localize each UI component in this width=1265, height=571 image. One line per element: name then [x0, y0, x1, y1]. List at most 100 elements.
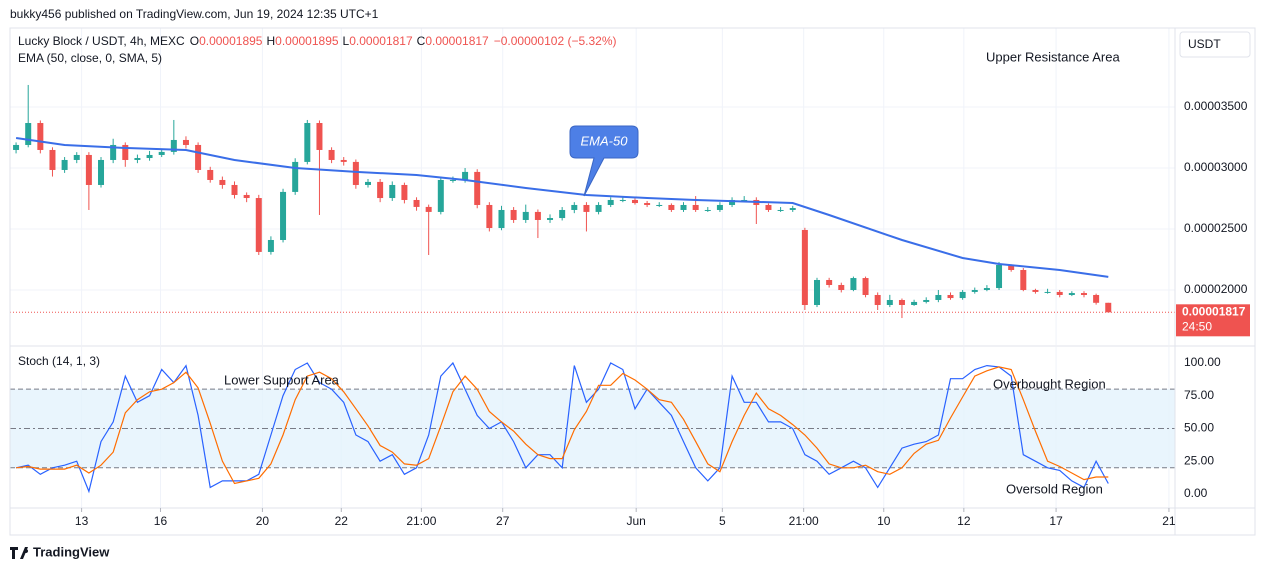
candle-body — [182, 139, 189, 145]
candle-body — [425, 206, 432, 212]
candle-body — [243, 194, 250, 199]
candle-body — [328, 149, 335, 160]
candle-body — [619, 199, 626, 201]
candle-body — [219, 179, 226, 185]
candle-body — [1056, 291, 1063, 295]
candle-body — [1105, 302, 1112, 313]
candle-body — [996, 264, 1003, 289]
candle-body — [583, 204, 590, 212]
candle-body — [935, 294, 942, 300]
candle-body — [741, 199, 748, 201]
x-tick-label: 21:00 — [789, 514, 819, 528]
candle-body — [158, 151, 165, 155]
annotation: EMA-50 — [581, 133, 629, 148]
ohlc-label: H — [266, 34, 275, 48]
candle-body — [377, 181, 384, 199]
candle-body — [522, 211, 529, 220]
x-tick-label: 17 — [1049, 514, 1063, 528]
y-tick-label: 25.00 — [1184, 453, 1214, 467]
candle-body — [170, 139, 177, 152]
candle-body — [729, 199, 736, 205]
candle-body — [340, 159, 347, 162]
ohlc-value: 0.00001895 — [199, 34, 263, 48]
x-tick-label: 13 — [75, 514, 89, 528]
candle-body — [911, 301, 918, 305]
annotation: Upper Resistance Area — [986, 49, 1120, 64]
candle-body — [886, 299, 893, 305]
candle-body — [1080, 293, 1087, 295]
candle-body — [316, 123, 323, 150]
candle-body — [789, 208, 796, 210]
candle-body — [37, 123, 44, 150]
stoch-line — [16, 366, 1109, 485]
candle-body — [826, 279, 833, 285]
ohlc-label: C — [417, 34, 426, 48]
candle-body — [462, 171, 469, 180]
x-tick-label: 20 — [256, 514, 270, 528]
candle-body — [280, 191, 287, 240]
y-tick-label: 0.00002000 — [1184, 282, 1248, 296]
candle-body — [656, 204, 663, 206]
candle-body — [1008, 264, 1015, 270]
ohlc-label: O — [190, 34, 199, 48]
x-tick-label: 21:00 — [406, 514, 436, 528]
candle-body — [1032, 289, 1039, 292]
candle-body — [716, 204, 723, 210]
ohlc-value: 0.00001895 — [275, 34, 339, 48]
candle-body — [1093, 294, 1100, 303]
y-tick-label: 75.00 — [1184, 388, 1214, 402]
candle-body — [110, 144, 117, 160]
frame — [9, 27, 1256, 536]
candle-body — [534, 211, 541, 220]
candle-body — [401, 184, 408, 200]
stoch-band — [10, 388, 1175, 469]
candle-body — [862, 278, 869, 295]
candle-body — [571, 204, 578, 210]
axes: 13 16 20 22 21:00 27 Jun 5 21:00 10 12 17 21 0.000020… — [75, 99, 1250, 528]
candle-body — [85, 154, 92, 185]
legend-ohlc: Lucky Block / USDT, 4h, MEXC O0.00001895 H… — [18, 34, 616, 48]
x-tick-label: 10 — [877, 514, 891, 528]
candle-body — [971, 289, 978, 292]
ema-callout — [569, 125, 639, 197]
ohlc-value: 0.00001817 — [349, 34, 413, 48]
candle-body — [1044, 291, 1051, 293]
candle-body — [898, 299, 905, 305]
candle-body — [474, 171, 481, 205]
candle-body — [692, 204, 699, 210]
y-tick-label: 0.00003000 — [1184, 160, 1248, 174]
candle-body — [595, 204, 602, 212]
candle-body — [1020, 269, 1027, 290]
annotation: Oversold Region — [1006, 481, 1103, 496]
symbol: Lucky Block / USDT, 4h, MEXC — [18, 34, 185, 48]
x-tick-label: 5 — [719, 514, 726, 528]
candle-body — [13, 144, 20, 150]
candle-body — [61, 159, 68, 170]
candle-body — [389, 184, 396, 199]
candle-body — [801, 229, 808, 305]
ohlc-value: 0.00001817 — [425, 34, 489, 48]
candle-body — [874, 294, 881, 305]
y-tick-label: 0.00002500 — [1184, 221, 1248, 235]
candle-body — [668, 204, 675, 210]
annotation: Overbought Region — [993, 376, 1106, 391]
stoch-legend: Stoch (14, 1, 3) — [18, 354, 100, 368]
candle-body — [959, 291, 966, 299]
x-tick-label: 21 — [1162, 514, 1176, 528]
candle-body — [631, 199, 638, 204]
candle-body — [449, 179, 456, 181]
y-tick-label: 0.00 — [1184, 486, 1208, 500]
candle-body — [947, 294, 954, 299]
candle-body — [644, 203, 651, 205]
candle-body — [437, 179, 444, 212]
x-tick-label: 27 — [496, 514, 510, 528]
candle-body — [486, 204, 493, 229]
candle-body — [765, 204, 772, 210]
candle-body — [292, 161, 299, 192]
y-tick-label: 50.00 — [1184, 421, 1214, 435]
x-tick-label: 12 — [957, 514, 971, 528]
marks — [10, 84, 1175, 494]
candle-body — [267, 239, 274, 252]
currency-box[interactable] — [1179, 31, 1251, 58]
